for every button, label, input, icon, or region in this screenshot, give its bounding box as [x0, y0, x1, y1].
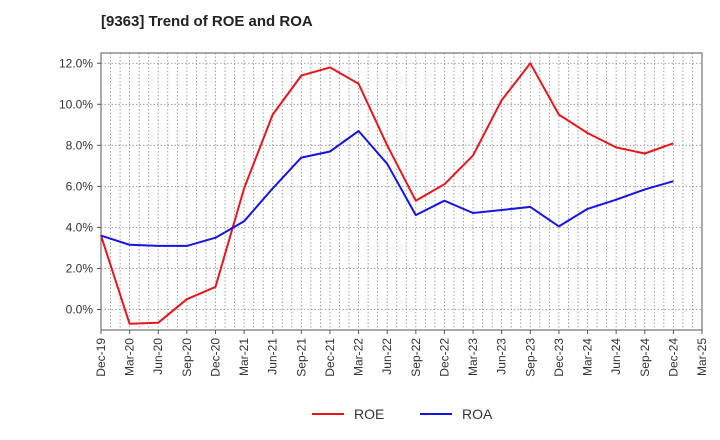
y-tick-label: 0.0% [66, 302, 94, 316]
y-tick-label: 4.0% [66, 220, 94, 234]
x-tick-label: Jun-23 [495, 338, 509, 375]
y-tick-label: 2.0% [66, 261, 94, 275]
x-tick-label: Sep-20 [180, 338, 194, 377]
x-tick-label: Mar-23 [466, 338, 480, 376]
chart-title: [9363] Trend of ROE and ROA [101, 13, 313, 30]
x-tick-label: Dec-24 [666, 338, 680, 377]
x-tick-label: Jun-22 [380, 338, 394, 375]
x-tick-label: Sep-23 [523, 338, 537, 377]
x-tick-label: Sep-21 [294, 338, 308, 377]
x-tick-label: Jun-24 [609, 338, 623, 375]
series-line-roe [100, 62, 674, 325]
x-tick-label: Mar-22 [352, 338, 366, 376]
x-tick-label: Sep-22 [409, 338, 423, 377]
y-tick-label: 8.0% [66, 138, 94, 152]
x-tick-label: Dec-20 [208, 338, 222, 377]
x-tick-label: Dec-22 [437, 338, 451, 377]
legend-label-roa: ROA [462, 406, 493, 422]
x-tick-label: Jun-20 [151, 338, 165, 375]
y-tick-label: 12.0% [59, 56, 93, 70]
x-tick-label: Mar-25 [695, 338, 709, 376]
x-tick-label: Dec-19 [94, 338, 108, 377]
x-tick-label: Jun-21 [266, 338, 280, 375]
x-tick-label: Mar-21 [237, 338, 251, 376]
y-tick-label: 6.0% [66, 179, 94, 193]
legend-label-roe: ROE [354, 406, 384, 422]
series-line-roa [100, 130, 674, 247]
x-tick-label: Dec-21 [323, 338, 337, 377]
y-tick-label: 10.0% [59, 97, 93, 111]
x-tick-label: Sep-24 [638, 338, 652, 377]
x-tick-label: Mar-24 [581, 338, 595, 376]
x-tick-label: Mar-20 [123, 338, 137, 376]
x-tick-label: Dec-23 [552, 338, 566, 377]
